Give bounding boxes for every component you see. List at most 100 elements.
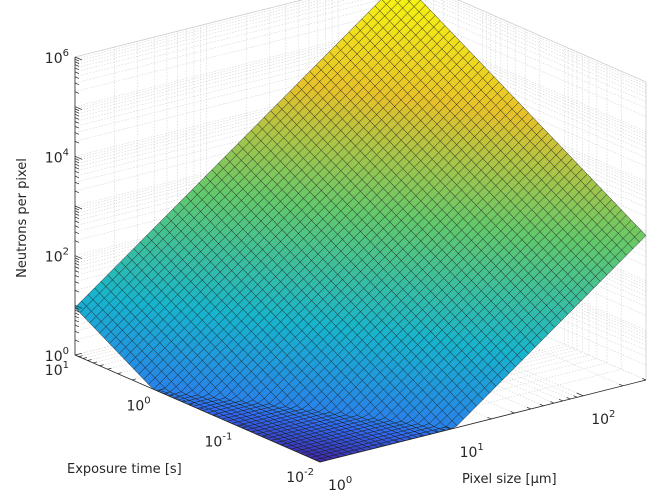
z-tick-mark — [74, 170, 80, 174]
y-axis-label: Exposure time [s] — [67, 462, 182, 477]
y-tick-mark — [256, 432, 261, 435]
surface-cell — [407, 0, 411, 2]
x-tick-mark — [441, 428, 446, 431]
grid-line — [74, 0, 312, 60]
z-tick-mark — [74, 156, 83, 160]
x-axis-label: Pixel size [μm] — [462, 472, 557, 487]
z-tick-mark — [74, 82, 80, 85]
z-tick-mark — [74, 61, 80, 64]
x-tick-mark — [618, 383, 623, 387]
grid-line — [74, 9, 402, 93]
z-tick-mark — [74, 257, 80, 260]
y-tick-mark — [238, 424, 246, 427]
y-tick-mark — [181, 400, 186, 402]
z-tick-mark — [74, 339, 80, 343]
grid-line — [74, 0, 334, 65]
y-axis-line — [74, 354, 321, 463]
z-tick-mark — [74, 255, 83, 259]
y-tick-mark — [107, 367, 112, 370]
grid-line — [74, 0, 347, 69]
y-tick-mark — [213, 414, 218, 416]
z-tick-mark — [74, 91, 80, 94]
z-tick-label: 104 — [45, 147, 69, 166]
x-tick-label: 101 — [460, 442, 484, 461]
y-tick-mark — [156, 388, 164, 392]
grid-line — [439, 0, 647, 90]
axes — [74, 56, 647, 463]
z-tick-mark — [74, 309, 80, 313]
z-tick-mark — [74, 330, 80, 334]
z-tick-mark — [74, 163, 80, 167]
z-tick-mark — [74, 210, 80, 213]
z-tick-mark — [74, 121, 80, 124]
x-tick-mark — [355, 450, 360, 453]
y-tick-mark — [164, 392, 169, 395]
z-tick-mark — [74, 126, 80, 129]
x-tick-mark — [566, 397, 571, 400]
y-tick-mark — [270, 439, 275, 441]
z-tick-mark — [74, 56, 83, 61]
z-tick-mark — [74, 319, 80, 323]
y-tick-mark — [280, 443, 285, 446]
x-axis-line — [319, 379, 647, 463]
z-tick-mark — [74, 220, 80, 223]
x-tick-label: 102 — [591, 409, 615, 428]
z-tick-mark — [74, 307, 80, 310]
z-tick-mark — [74, 67, 80, 71]
y-tick-mark — [295, 449, 300, 452]
x-tick-mark — [487, 417, 492, 420]
z-tick-mark — [74, 240, 80, 243]
box-edge — [457, 0, 647, 83]
z-tick-mark — [74, 167, 80, 170]
z-tick-mark — [74, 190, 80, 194]
z-axis-label: Neutrons per pixel — [15, 158, 30, 278]
grid-line — [432, 0, 647, 94]
x-tick-mark — [510, 411, 515, 414]
z-tick-mark — [74, 114, 80, 117]
z-tick-mark — [74, 175, 80, 179]
z-tick-mark — [74, 58, 80, 62]
grid-line — [400, 0, 647, 109]
z-tick-mark — [74, 117, 80, 120]
y-tick-label: 10-2 — [286, 467, 314, 486]
x-tick-mark — [378, 444, 383, 447]
z-tick-mark — [74, 316, 80, 319]
z-tick-mark — [74, 181, 80, 185]
z-tick-mark — [74, 111, 80, 114]
x-tick-mark — [550, 401, 555, 404]
x-tick-mark — [539, 403, 544, 407]
z-tick-mark — [74, 160, 80, 164]
grid-line — [74, 0, 363, 73]
grid-line — [412, 0, 647, 103]
z-tick-mark — [74, 354, 83, 359]
box-edge — [74, 0, 304, 58]
z-tick-mark — [74, 76, 80, 79]
z-tick-mark — [74, 108, 80, 111]
z-tick-mark — [74, 290, 80, 293]
y-tick-mark — [93, 361, 98, 364]
x-tick-mark — [642, 378, 647, 381]
y-tick-mark — [174, 397, 179, 399]
x-tick-mark — [444, 425, 452, 430]
z-tick-mark — [74, 260, 80, 263]
z-tick-mark — [74, 106, 83, 110]
y-tick-mark — [199, 408, 204, 410]
y-tick-mark — [99, 364, 104, 367]
x-tick-mark — [576, 392, 584, 397]
x-tick-mark — [573, 395, 578, 398]
z-tick-mark — [74, 207, 80, 211]
z-tick-label: 106 — [45, 48, 69, 67]
y-tick-mark — [262, 435, 267, 438]
z-tick-mark — [74, 270, 80, 273]
x-tick-mark — [395, 440, 400, 443]
x-tick-mark — [427, 432, 432, 435]
x-tick-mark — [558, 399, 563, 402]
x-tick-mark — [434, 430, 439, 433]
surface-mesh — [74, 0, 647, 463]
z-tick-mark — [74, 225, 80, 228]
y-tick-mark — [160, 390, 165, 393]
z-tick-mark — [74, 216, 80, 220]
z-tick-mark — [74, 263, 80, 266]
y-tick-label: 10-1 — [205, 431, 233, 450]
grid-line — [74, 0, 382, 78]
